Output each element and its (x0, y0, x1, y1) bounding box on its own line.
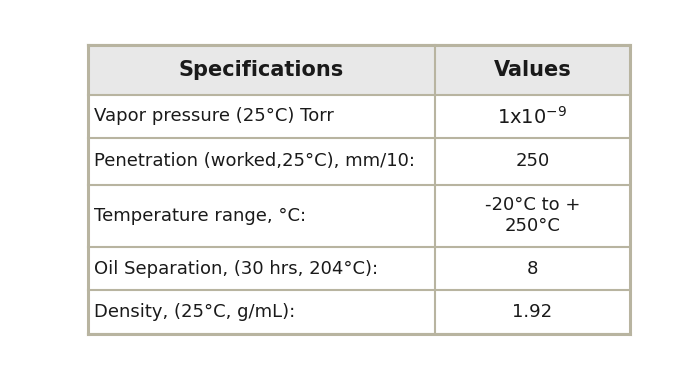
Text: 8: 8 (526, 260, 538, 278)
Bar (88, 138, 630, 184)
Bar (88, 95, 630, 138)
Text: Temperature range, °C:: Temperature range, °C: (94, 207, 306, 225)
Text: $\mathregular{1x10^{-9}}$: $\mathregular{1x10^{-9}}$ (497, 105, 568, 128)
Text: 250: 250 (515, 152, 550, 170)
Text: Values: Values (494, 60, 571, 80)
Text: Specifications: Specifications (178, 60, 344, 80)
Text: Oil Separation, (30 hrs, 204°C):: Oil Separation, (30 hrs, 204°C): (94, 260, 378, 278)
Bar (88, 291, 630, 334)
Text: Penetration (worked,25°C), mm/10:: Penetration (worked,25°C), mm/10: (94, 152, 415, 170)
Bar (88, 45, 630, 95)
Bar (88, 247, 630, 291)
Text: Vapor pressure (25°C) Torr: Vapor pressure (25°C) Torr (94, 107, 334, 125)
Text: 1.92: 1.92 (512, 303, 552, 321)
Bar (88, 184, 630, 247)
Text: -20°C to +
250°C: -20°C to + 250°C (484, 196, 580, 235)
Text: Density, (25°C, g/mL):: Density, (25°C, g/mL): (94, 303, 295, 321)
